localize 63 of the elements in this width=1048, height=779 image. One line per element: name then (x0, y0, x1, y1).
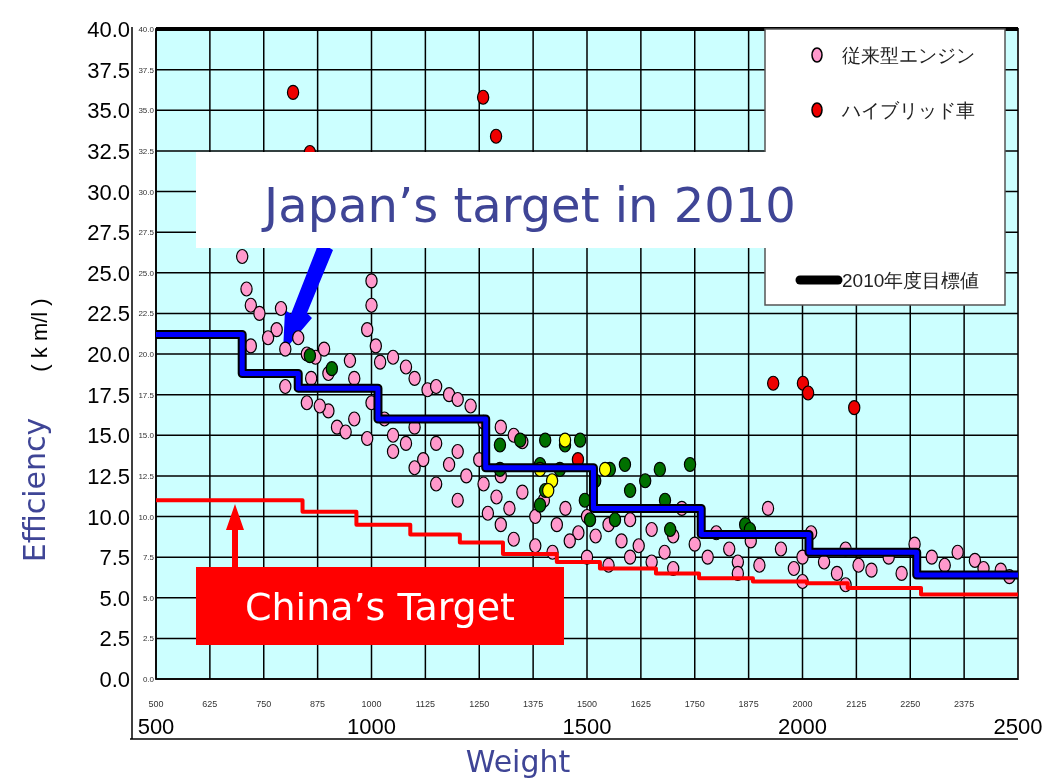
x2-tick-label: 2125 (846, 699, 867, 709)
y-tick-label: 15.0 (87, 423, 130, 449)
annotation: Japan’s target in 2010 (261, 177, 796, 233)
x2-tick-label: 1375 (523, 699, 544, 709)
y2-tick-label: 0.0 (142, 675, 155, 684)
y2-tick-label: 37.5 (138, 65, 155, 75)
y-tick-label: 25.0 (87, 260, 130, 286)
y-tick-label: 27.5 (87, 220, 130, 246)
y-tick-label: 12.5 (87, 463, 130, 489)
y-tick-label: 10.0 (87, 504, 130, 530)
x2-tick-label: 1000 (361, 699, 382, 709)
y2-tick-label: 2.5 (142, 634, 155, 644)
y2-tick-label: 7.5 (142, 553, 155, 563)
y2-tick-label: 22.5 (138, 309, 155, 319)
y2-tick-label: 12.5 (138, 471, 155, 481)
y2-tick-label: 17.5 (138, 390, 155, 400)
x2-tick-label: 1500 (576, 699, 598, 709)
y-tick-label: 2.5 (99, 626, 130, 652)
x2-tick-label: 875 (310, 699, 326, 709)
x2-tick-label: 2250 (900, 699, 921, 709)
y-tick-label: 20.0 (87, 342, 130, 367)
y-tick-label: 32.5 (87, 138, 130, 164)
y-tick-label: 35.0 (87, 98, 130, 124)
x-tick-label: 1500 (562, 714, 612, 739)
legend-label: ハイブリッド車 (841, 100, 975, 121)
x2-tick-label: 1250 (469, 699, 490, 709)
x-axis-title: Weight (465, 744, 571, 779)
legend-label: 2010年度目標値 (842, 270, 980, 291)
x-tick-label: 2000 (778, 714, 827, 739)
x2-tick-label: 1125 (415, 699, 436, 709)
y-tick-label: 5.0 (99, 585, 130, 611)
x2-tick-label: 625 (202, 699, 218, 709)
y2-tick-label: 15.0 (138, 431, 155, 441)
x2-tick-label: 2000 (792, 699, 813, 709)
y-tick-label: 7.5 (99, 545, 130, 571)
x2-tick-label: 2375 (954, 699, 975, 709)
x2-tick-label: 1625 (630, 699, 651, 709)
legend-label: 従来型エンジン (842, 45, 975, 66)
y-tick-label: 17.5 (87, 382, 130, 408)
y2-tick-label: 27.5 (138, 228, 155, 238)
x-tick-label: 2500 (993, 714, 1043, 739)
x2-tick-label: 500 (148, 699, 164, 709)
text: ( k m/l ) (27, 298, 52, 372)
y2-tick-label: 40.0 (138, 25, 155, 34)
x-tick-label: 1000 (347, 714, 396, 739)
y-tick-label: 37.5 (87, 57, 130, 83)
y-axis-title: Efficiency (17, 417, 52, 563)
y2-tick-label: 10.0 (138, 512, 155, 522)
y2-tick-label: 32.5 (138, 146, 155, 156)
x-tick-label: 500 (137, 714, 175, 739)
y2-tick-label: 30.0 (138, 187, 155, 197)
x2-tick-label: 1875 (738, 699, 759, 709)
y2-tick-label: 20.0 (138, 350, 155, 359)
y-tick-label: 30.0 (87, 179, 130, 205)
x2-tick-label: 750 (256, 699, 272, 709)
y-tick-label: 40.0 (87, 17, 130, 42)
annotation: China’s Target (244, 585, 516, 629)
y-tick-label: 0.0 (99, 667, 130, 692)
x2-tick-label: 1750 (684, 699, 705, 709)
y-tick-label: 22.5 (87, 301, 130, 327)
y2-tick-label: 35.0 (138, 106, 155, 116)
y2-tick-label: 5.0 (142, 593, 155, 603)
y2-tick-label: 25.0 (138, 268, 155, 278)
